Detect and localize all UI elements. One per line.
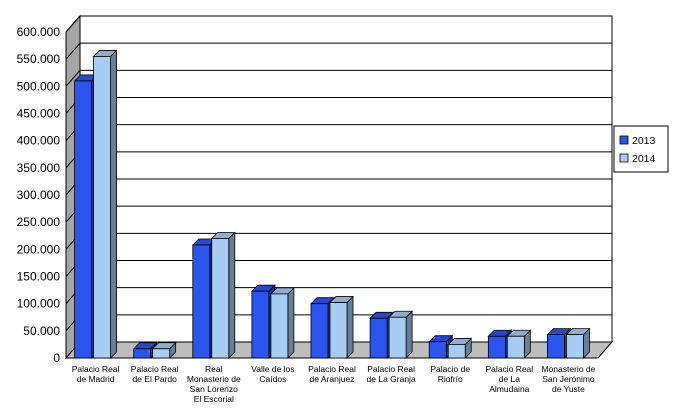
legend-swatch-2014 xyxy=(619,153,629,163)
legend: 2013 2014 xyxy=(613,125,669,173)
y-tick-label: 550.000 xyxy=(17,52,61,66)
x-tick-label: Palacio Real de Aranjuez xyxy=(308,364,356,384)
y-tick-label: 500.000 xyxy=(17,79,61,93)
bar-2014-1 xyxy=(151,341,177,359)
y-axis-ticks: 0 50.000 100.000 150.000 200.000 250.000 300.0… xyxy=(17,25,61,365)
bar-2014-4 xyxy=(329,295,354,359)
x-tick-label: Palacio de Riofrío xyxy=(430,364,470,384)
x-tick-label: Valle de los Caídos xyxy=(251,364,294,384)
gridline-side xyxy=(65,70,81,87)
y-tick-label: 250.000 xyxy=(17,215,61,229)
y-tick-label: 450.000 xyxy=(17,107,61,121)
bar-2014-6 xyxy=(447,337,473,359)
legend-swatch-2013 xyxy=(619,135,629,145)
x-axis-labels: Palacio Real de Madrid Palacio Real de El P… xyxy=(72,364,596,404)
y-tick-label: 600.000 xyxy=(17,25,61,39)
y-tick-label: 0 xyxy=(53,351,60,365)
x-tick-label: Palacio Real de Madrid xyxy=(72,364,120,384)
y-tick-label: 400.000 xyxy=(17,134,61,148)
y-tick-label: 300.000 xyxy=(17,188,61,202)
gridline-side xyxy=(65,42,81,60)
bar-2014-2 xyxy=(210,231,236,359)
legend-box xyxy=(613,125,669,173)
bar-2014-8 xyxy=(565,327,591,359)
bar-2014-0 xyxy=(92,49,118,359)
y-tick-label: 350.000 xyxy=(17,161,61,175)
y-tick-label: 150.000 xyxy=(17,270,61,284)
gridline-side xyxy=(65,15,81,33)
gridlines xyxy=(65,15,612,332)
y-tick-label: 50.000 xyxy=(23,324,60,338)
x-tick-label: Real Monasterio de San Lorenzo El Escorial xyxy=(187,364,241,404)
legend-label-2014: 2014 xyxy=(632,153,656,165)
x-tick-label: Palacio Real de El Pardo xyxy=(131,364,179,384)
y-tick-label: 100.000 xyxy=(17,297,61,311)
bar-2014-3 xyxy=(269,286,295,359)
bar-2014-5 xyxy=(388,310,414,359)
bar-2014-7 xyxy=(506,329,532,359)
legend-label-2013: 2013 xyxy=(632,135,656,147)
x-tick-label: Palacio Real de La Almudaina xyxy=(485,364,533,394)
bars xyxy=(73,49,591,359)
y-tick-label: 200.000 xyxy=(17,242,61,256)
x-tick-label: Palacio Real de La Granja xyxy=(367,364,416,384)
x-tick-label: Monasterio de San Jerónimo de Yuste xyxy=(542,364,596,394)
